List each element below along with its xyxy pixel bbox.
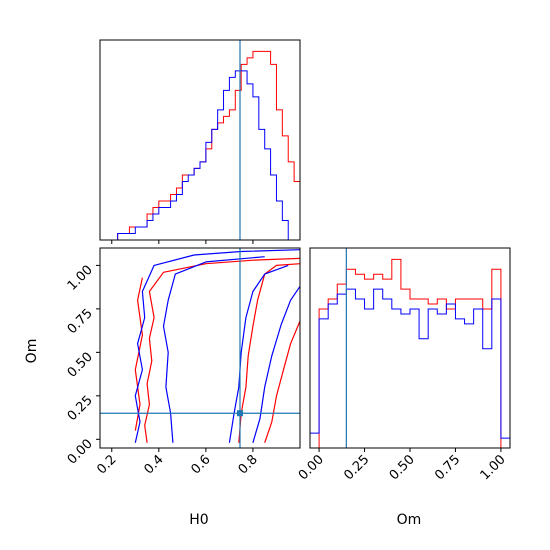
contour-0-3 xyxy=(134,277,143,431)
x-tick-label: 0.25 xyxy=(341,452,372,483)
contour-1-1 xyxy=(162,256,265,443)
x-tick-label: 0.6 xyxy=(188,452,213,477)
contour-1-3 xyxy=(252,285,300,443)
h0-marginal-panel xyxy=(99,39,301,244)
histogram-series-0 xyxy=(100,50,300,240)
contour-1-2 xyxy=(228,264,289,443)
x-tick-label: 0.50 xyxy=(387,452,418,483)
truth-marker xyxy=(237,410,243,417)
histogram-series-0 xyxy=(310,258,510,448)
contour-0-0 xyxy=(144,257,300,443)
histogram-series-1 xyxy=(310,288,510,448)
y-tick-label: 1.00 xyxy=(65,263,96,294)
h0-marginal-frame xyxy=(99,39,301,241)
y-tick-label: 0.50 xyxy=(65,350,96,381)
om-marginal-panel: 0.00 0.25 0.50 0.75 1.00 xyxy=(296,247,511,483)
om-marginal-frame xyxy=(309,247,511,449)
joint-frame xyxy=(99,247,301,449)
contour-0-1 xyxy=(238,263,300,443)
x-tick-label: 0.4 xyxy=(141,452,166,477)
y-tick-label: 0.75 xyxy=(65,306,96,337)
x-tick-label: 0.2 xyxy=(94,452,119,477)
y-tick-label: 0.25 xyxy=(65,393,96,424)
om-x-axis-label: Om xyxy=(397,512,422,528)
x-tick-label: 0.75 xyxy=(432,452,463,483)
contour-0-2 xyxy=(264,320,300,443)
h0-om-joint-panel: 0.2 0.4 0.6 0.8 0.00 0.25 0.50 0.75 1.00 xyxy=(65,247,301,477)
h0-x-axis-label: H0 xyxy=(189,512,208,528)
contour-1-0 xyxy=(134,249,300,443)
om-y-axis-label: Om xyxy=(24,339,40,364)
x-tick-label: 0.00 xyxy=(296,452,327,483)
x-tick-label: 0.8 xyxy=(236,452,261,477)
y-tick-label: 0.00 xyxy=(65,437,96,468)
x-tick-label: 1.00 xyxy=(478,452,509,483)
histogram-series-1 xyxy=(100,70,300,240)
